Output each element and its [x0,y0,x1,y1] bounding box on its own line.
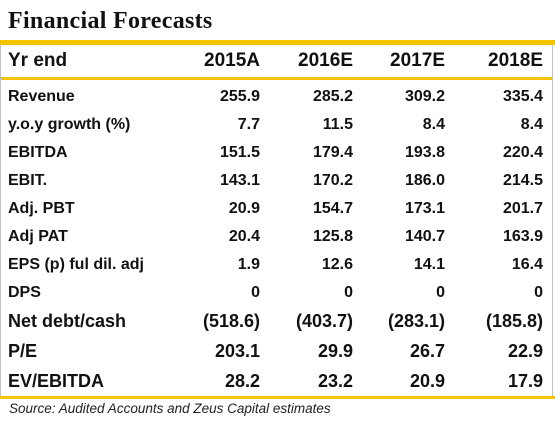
row-value: (518.6) [202,310,260,331]
header-label: Yr end [8,50,68,71]
row-value: 23.2 [317,370,353,391]
table-row: EBITDA 151.5 179.4 193.8 220.4 [1,139,552,167]
row-value: 12.6 [321,256,353,273]
row-value: 7.7 [237,116,260,133]
row-value: 193.8 [404,144,445,161]
row-value: 8.4 [520,116,543,133]
row-value: 1.9 [237,256,260,273]
row-label: EPS (p) ful dil. adj [8,256,144,273]
row-value: 309.2 [404,88,445,105]
table-row: EPS (p) ful dil. adj 1.9 12.6 14.1 16.4 [1,251,552,279]
row-value: 285.2 [312,88,353,105]
table-header-row: Yr end 2015A 2016E 2017E 2018E [1,45,552,80]
table-row: y.o.y growth (%) 7.7 11.5 8.4 8.4 [1,111,552,139]
row-value: 20.4 [228,228,260,245]
row-value: 170.2 [312,172,353,189]
table-row: P/E 203.1 29.9 26.7 22.9 [1,337,552,365]
table-row: DPS 0 0 0 0 [1,279,552,307]
row-value: 20.9 [409,370,445,391]
row-label: y.o.y growth (%) [8,116,131,133]
row-value: 20.9 [228,200,260,217]
row-value: 28.2 [224,370,260,391]
row-value: 186.0 [404,172,445,189]
row-value: 335.4 [502,88,543,105]
row-label: P/E [8,340,38,361]
row-value: 203.1 [214,340,260,361]
title-rule [0,40,555,45]
row-value: 14.1 [413,256,445,273]
row-value: 17.9 [507,370,543,391]
row-label: Adj PAT [8,228,68,245]
row-value: 0 [534,284,543,301]
header-year: 2015A [204,50,260,71]
row-label: DPS [8,284,41,301]
header-year: 2016E [298,50,353,71]
row-value: 26.7 [409,340,445,361]
row-value: 214.5 [502,172,543,189]
row-value: 151.5 [219,144,260,161]
row-value: 255.9 [219,88,260,105]
row-value: 11.5 [322,116,353,133]
row-value: 0 [251,284,260,301]
table-row: EV/EBITDA 28.2 23.2 20.9 17.9 [1,367,552,395]
table-row: Adj PAT 20.4 125.8 140.7 163.9 [1,223,552,251]
header-year: 2017E [390,50,445,71]
footer-rule [0,396,555,399]
header-year: 2018E [488,50,543,71]
row-value: 29.9 [317,340,353,361]
row-value: 0 [344,284,353,301]
table-row: EBIT. 143.1 170.2 186.0 214.5 [1,167,552,195]
row-value: 125.8 [312,228,353,245]
row-value: 201.7 [502,200,543,217]
table-row: Adj. PBT 20.9 154.7 173.1 201.7 [1,195,552,223]
forecast-table: Yr end 2015A 2016E 2017E 2018E Revenue 2… [0,45,553,396]
row-value: (403.7) [295,310,353,331]
row-value: (185.8) [485,310,543,331]
row-value: 140.7 [404,228,445,245]
row-label: Net debt/cash [8,310,127,331]
row-label: EBITDA [8,144,68,161]
row-value: 8.4 [422,116,445,133]
row-label: Revenue [8,88,75,105]
table-title: Financial Forecasts [8,8,213,34]
row-label: Adj. PBT [8,200,75,217]
row-label: EV/EBITDA [8,370,105,391]
row-value: 179.4 [312,144,353,161]
row-value: (283.1) [387,310,445,331]
row-value: 0 [436,284,445,301]
source-note: Source: Audited Accounts and Zeus Capita… [9,401,331,416]
row-value: 163.9 [502,228,543,245]
row-value: 154.7 [312,200,353,217]
row-value: 22.9 [507,340,543,361]
table-row: Revenue 255.9 285.2 309.2 335.4 [1,83,552,111]
row-value: 220.4 [502,144,543,161]
row-value: 173.1 [404,200,445,217]
row-value: 143.1 [219,172,260,189]
row-label: EBIT. [8,172,48,189]
row-value: 16.4 [511,256,543,273]
table-row: Net debt/cash (518.6) (403.7) (283.1) (1… [1,307,552,335]
